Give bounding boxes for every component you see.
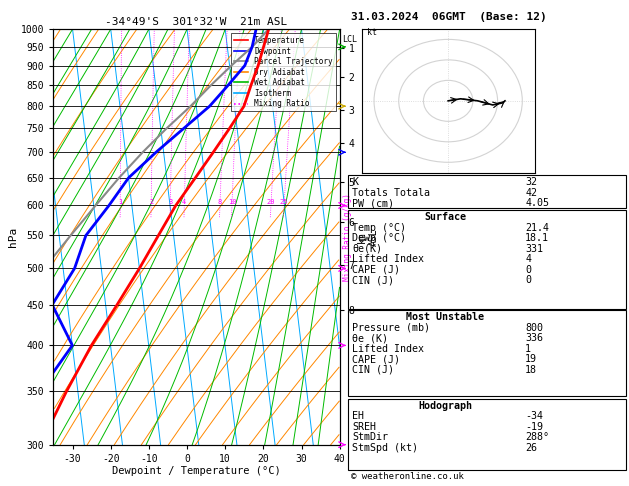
Text: StmDir: StmDir [352,433,388,442]
Text: 10: 10 [228,199,236,206]
Text: Temp (°C): Temp (°C) [352,223,406,233]
Text: 4: 4 [525,254,532,264]
Text: CIN (J): CIN (J) [352,275,394,285]
Text: 25: 25 [280,199,288,206]
Text: 336: 336 [525,333,543,344]
Text: Lifted Index: Lifted Index [352,254,424,264]
Text: 31.03.2024  06GMT  (Base: 12): 31.03.2024 06GMT (Base: 12) [351,12,547,22]
Legend: Temperature, Dewpoint, Parcel Trajectory, Dry Adiabat, Wet Adiabat, Isotherm, Mi: Temperature, Dewpoint, Parcel Trajectory… [231,33,336,111]
Text: PW (cm): PW (cm) [352,198,394,208]
Text: 18: 18 [525,364,537,375]
Text: 32: 32 [525,177,537,188]
Text: 331: 331 [525,243,543,254]
Text: Most Unstable: Most Unstable [406,312,484,323]
Text: CAPE (J): CAPE (J) [352,264,400,275]
Text: -19: -19 [525,422,543,432]
Text: θe (K): θe (K) [352,333,388,344]
Text: 800: 800 [525,323,543,333]
Text: Dewp (°C): Dewp (°C) [352,233,406,243]
Text: Pressure (mb): Pressure (mb) [352,323,430,333]
Text: © weatheronline.co.uk: © weatheronline.co.uk [351,472,464,481]
Title: -34°49'S  301°32'W  21m ASL: -34°49'S 301°32'W 21m ASL [106,17,287,27]
Text: 26: 26 [525,443,537,453]
Text: 20: 20 [267,199,276,206]
Text: Lifted Index: Lifted Index [352,344,424,354]
Y-axis label: km
ASL: km ASL [357,228,379,246]
Text: kt: kt [367,28,377,37]
Text: θe(K): θe(K) [352,243,382,254]
Text: 3: 3 [168,199,172,206]
Text: 19: 19 [525,354,537,364]
Text: Surface: Surface [424,212,466,223]
Text: K: K [352,177,359,188]
Text: Totals Totala: Totals Totala [352,188,430,198]
Text: 21.4: 21.4 [525,223,549,233]
Text: Mixing Ratio (g/kg): Mixing Ratio (g/kg) [343,193,352,281]
Text: StmSpd (kt): StmSpd (kt) [352,443,418,453]
X-axis label: Dewpoint / Temperature (°C): Dewpoint / Temperature (°C) [112,467,281,476]
Text: SREH: SREH [352,422,376,432]
Text: 0: 0 [525,275,532,285]
Text: 0: 0 [525,264,532,275]
Text: 42: 42 [525,188,537,198]
Text: EH: EH [352,411,364,421]
Y-axis label: hPa: hPa [8,227,18,247]
Text: 1: 1 [118,199,123,206]
Text: -34: -34 [525,411,543,421]
Text: 4: 4 [182,199,186,206]
Text: CAPE (J): CAPE (J) [352,354,400,364]
Text: 8: 8 [218,199,222,206]
Text: 4.05: 4.05 [525,198,549,208]
Text: LCL: LCL [343,35,357,44]
Text: CIN (J): CIN (J) [352,364,394,375]
Text: 2: 2 [149,199,153,206]
Text: 1: 1 [525,344,532,354]
Text: Hodograph: Hodograph [418,401,472,411]
Text: 18.1: 18.1 [525,233,549,243]
Text: 288°: 288° [525,433,549,442]
